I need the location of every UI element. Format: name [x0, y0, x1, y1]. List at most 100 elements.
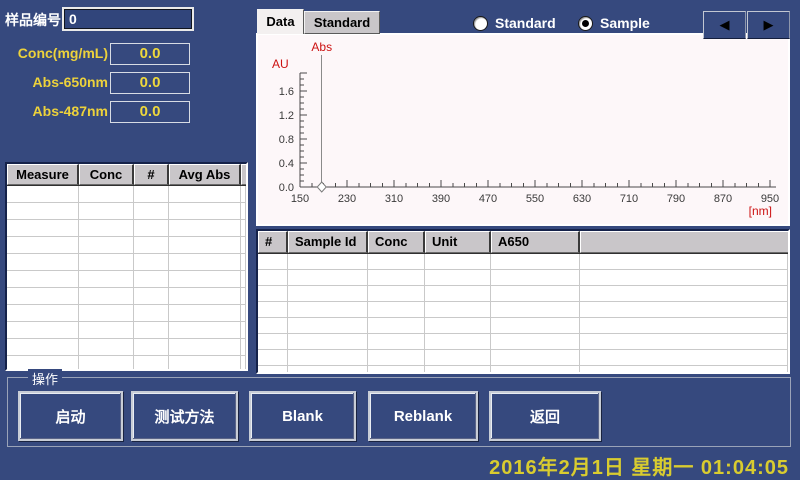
return-button[interactable]: 返回 — [489, 391, 601, 441]
table-cell[interactable] — [491, 350, 580, 366]
table-cell[interactable] — [368, 302, 425, 318]
table-cell[interactable] — [169, 322, 241, 339]
table-cell[interactable] — [7, 288, 79, 305]
table-cell[interactable] — [491, 302, 580, 318]
table-cell[interactable] — [258, 350, 288, 366]
table-cell[interactable] — [7, 271, 79, 288]
results-table-body[interactable] — [258, 254, 788, 372]
table-cell[interactable] — [288, 254, 368, 270]
table-row[interactable] — [7, 220, 246, 237]
table-cell[interactable] — [580, 286, 788, 302]
table-cell[interactable] — [134, 356, 169, 369]
prev-arrow-button[interactable]: ◀ — [703, 11, 746, 39]
table-cell[interactable] — [580, 334, 788, 350]
table-cell[interactable] — [258, 286, 288, 302]
table-cell[interactable] — [368, 350, 425, 366]
table-cell[interactable] — [79, 271, 134, 288]
table-cell[interactable] — [79, 356, 134, 369]
table-cell[interactable] — [169, 254, 241, 271]
table-cell[interactable] — [79, 339, 134, 356]
measure-table[interactable]: Measure Conc # Avg Abs — [5, 162, 248, 371]
table-row[interactable] — [7, 305, 246, 322]
table-row[interactable] — [258, 334, 788, 350]
table-cell[interactable] — [134, 220, 169, 237]
table-cell[interactable] — [241, 237, 246, 254]
table-cell[interactable] — [79, 305, 134, 322]
table-cell[interactable] — [169, 288, 241, 305]
radio-standard[interactable]: Standard — [473, 15, 556, 31]
table-row[interactable] — [258, 302, 788, 318]
table-cell[interactable] — [241, 220, 246, 237]
table-cell[interactable] — [258, 318, 288, 334]
table-cell[interactable] — [7, 254, 79, 271]
table-cell[interactable] — [368, 270, 425, 286]
table-cell[interactable] — [169, 305, 241, 322]
table-cell[interactable] — [241, 339, 246, 356]
radio-standard-circle[interactable] — [473, 15, 488, 31]
test-method-button[interactable]: 测试方法 — [131, 391, 238, 441]
table-cell[interactable] — [241, 305, 246, 322]
table-cell[interactable] — [169, 271, 241, 288]
table-cell[interactable] — [169, 237, 241, 254]
table-cell[interactable] — [258, 366, 288, 372]
table-cell[interactable] — [288, 302, 368, 318]
table-cell[interactable] — [258, 334, 288, 350]
table-cell[interactable] — [79, 203, 134, 220]
table-row[interactable] — [258, 366, 788, 372]
table-row[interactable] — [7, 203, 246, 220]
table-cell[interactable] — [288, 350, 368, 366]
cursor-diamond-handle[interactable] — [316, 181, 327, 193]
table-cell[interactable] — [580, 350, 788, 366]
table-cell[interactable] — [425, 286, 491, 302]
table-cell[interactable] — [258, 302, 288, 318]
table-row[interactable] — [258, 350, 788, 366]
radio-sample[interactable]: Sample — [578, 15, 650, 31]
table-cell[interactable] — [7, 220, 79, 237]
table-row[interactable] — [258, 270, 788, 286]
wavelength-cursor[interactable] — [316, 55, 327, 193]
table-cell[interactable] — [134, 339, 169, 356]
table-cell[interactable] — [134, 305, 169, 322]
table-cell[interactable] — [7, 203, 79, 220]
table-row[interactable] — [258, 254, 788, 270]
table-cell[interactable] — [79, 322, 134, 339]
table-row[interactable] — [7, 356, 246, 369]
table-cell[interactable] — [425, 270, 491, 286]
table-cell[interactable] — [79, 186, 134, 203]
table-cell[interactable] — [425, 334, 491, 350]
results-table[interactable]: # Sample Id Conc Unit A650 — [256, 229, 790, 374]
table-cell[interactable] — [7, 339, 79, 356]
table-cell[interactable] — [7, 322, 79, 339]
table-cell[interactable] — [241, 356, 246, 369]
table-cell[interactable] — [169, 220, 241, 237]
table-cell[interactable] — [368, 334, 425, 350]
table-cell[interactable] — [134, 322, 169, 339]
table-cell[interactable] — [580, 302, 788, 318]
table-cell[interactable] — [288, 334, 368, 350]
table-row[interactable] — [258, 286, 788, 302]
table-cell[interactable] — [580, 318, 788, 334]
table-cell[interactable] — [580, 270, 788, 286]
table-cell[interactable] — [491, 286, 580, 302]
table-cell[interactable] — [134, 203, 169, 220]
table-row[interactable] — [7, 288, 246, 305]
table-cell[interactable] — [79, 254, 134, 271]
table-cell[interactable] — [368, 318, 425, 334]
table-cell[interactable] — [368, 366, 425, 372]
measure-table-body[interactable] — [7, 186, 246, 369]
table-cell[interactable] — [79, 237, 134, 254]
table-row[interactable] — [7, 271, 246, 288]
radio-sample-circle[interactable] — [578, 15, 593, 31]
table-cell[interactable] — [491, 366, 580, 372]
table-cell[interactable] — [7, 186, 79, 203]
table-cell[interactable] — [7, 356, 79, 369]
table-cell[interactable] — [425, 302, 491, 318]
table-cell[interactable] — [134, 237, 169, 254]
table-row[interactable] — [258, 318, 788, 334]
tab-standard[interactable]: Standard — [304, 11, 380, 34]
table-row[interactable] — [7, 322, 246, 339]
table-cell[interactable] — [491, 270, 580, 286]
table-cell[interactable] — [288, 286, 368, 302]
table-cell[interactable] — [169, 186, 241, 203]
table-cell[interactable] — [491, 318, 580, 334]
